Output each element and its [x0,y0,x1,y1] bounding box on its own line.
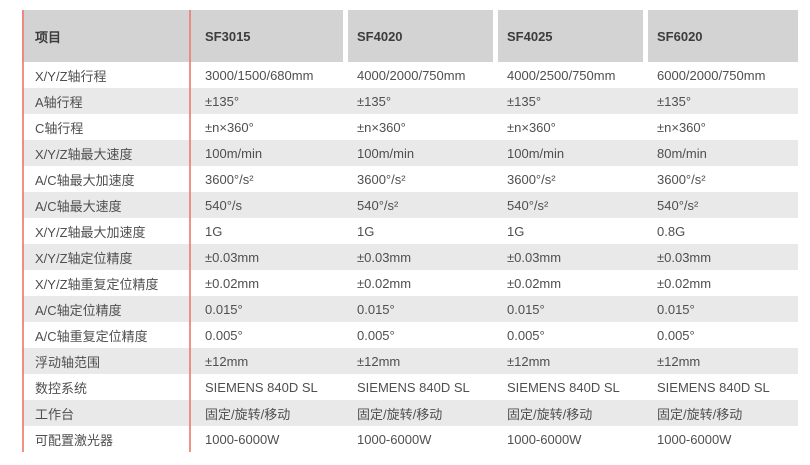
cell-sf4020: ±12mm [357,353,401,369]
row-label: A/C轴定位精度 [35,302,122,318]
row-label: 浮动轴范围 [35,354,101,370]
cell-sf4020: 3600°/s² [357,171,406,187]
table-row: 数控系统 SIEMENS 840D SL SIEMENS 840D SL SIE… [22,374,798,400]
column-header-sf6020: SF6020 [648,10,798,62]
cell-sf3015: 3600°/s² [205,171,254,187]
cell-sf6020: ±n×360° [657,119,706,135]
cell-sf4025: ±12mm [507,353,551,369]
row-label: 可配置激光器 [35,432,114,448]
column-header-sf4025: SF4025 [498,10,648,62]
cell-sf4020: ±135° [357,93,392,109]
cell-sf3015: ±n×360° [205,119,254,135]
cell-sf4020: 0.005° [357,327,395,343]
row-label: 工作台 [35,406,75,422]
row-label: C轴行程 [35,120,84,136]
cell-sf4025: 100m/min [507,145,565,161]
row-label: 数控系统 [35,380,88,396]
cell-sf6020: 0.015° [657,301,695,317]
cell-sf3015: 固定/旋转/移动 [205,406,291,422]
table-row: A/C轴重复定位精度 0.005° 0.005° 0.005° 0.005° [22,322,798,348]
table-row: X/Y/Z轴重复定位精度 ±0.02mm ±0.02mm ±0.02mm ±0.… [22,270,798,296]
cell-sf4020: ±0.02mm [357,275,412,291]
cell-sf6020: 80m/min [657,145,707,161]
cell-sf6020: 3600°/s² [657,171,706,187]
cell-sf6020: 6000/2000/750mm [657,67,766,83]
spec-table: 项目 SF3015 SF4020 SF4025 SF6020 X/Y/Z轴行程 … [22,10,798,452]
cell-sf4020: 100m/min [357,145,415,161]
cell-sf4020: 540°/s² [357,197,399,213]
row-label: A/C轴最大加速度 [35,172,135,188]
table-row: 可配置激光器 1000-6000W 1000-6000W 1000-6000W … [22,426,798,452]
row-label: A轴行程 [35,94,83,110]
table-row: 浮动轴范围 ±12mm ±12mm ±12mm ±12mm [22,348,798,374]
column-header-sf3015: SF3015 [190,10,348,62]
cell-sf4020: 1G [357,223,375,239]
cell-sf3015: 1G [205,223,223,239]
cell-sf4025: 4000/2500/750mm [507,67,616,83]
column-header-item: 项目 [22,10,190,62]
cell-sf4025: SIEMENS 840D SL [507,379,620,395]
cell-sf3015: SIEMENS 840D SL [205,379,318,395]
table-row: C轴行程 ±n×360° ±n×360° ±n×360° ±n×360° [22,114,798,140]
cell-sf4025: 3600°/s² [507,171,556,187]
table-row: A/C轴最大速度 540°/s 540°/s² 540°/s² 540°/s² [22,192,798,218]
cell-sf6020: ±0.02mm [657,275,712,291]
row-label: A/C轴重复定位精度 [35,328,148,344]
table-row: A/C轴最大加速度 3600°/s² 3600°/s² 3600°/s² 360… [22,166,798,192]
cell-sf3015: ±135° [205,93,240,109]
row-label: X/Y/Z轴最大速度 [35,146,133,162]
cell-sf4020: SIEMENS 840D SL [357,379,470,395]
cell-sf4025: 1000-6000W [507,431,582,447]
row-label: A/C轴最大速度 [35,198,122,214]
cell-sf4020: 1000-6000W [357,431,432,447]
cell-sf6020: 540°/s² [657,197,699,213]
cell-sf4020: ±n×360° [357,119,406,135]
cell-sf4025: ±n×360° [507,119,556,135]
cell-sf3015: ±0.02mm [205,275,260,291]
cell-sf4020: 0.015° [357,301,395,317]
cell-sf4025: 0.005° [507,327,545,343]
cell-sf3015: 540°/s [205,197,243,213]
table-row: X/Y/Z轴最大速度 100m/min 100m/min 100m/min 80… [22,140,798,166]
cell-sf3015: ±12mm [205,353,249,369]
cell-sf3015: 0.015° [205,301,243,317]
cell-sf4025: 0.015° [507,301,545,317]
cell-sf4025: ±0.02mm [507,275,562,291]
cell-sf6020: ±135° [657,93,692,109]
cell-sf3015: 3000/1500/680mm [205,67,314,83]
cell-sf3015: 100m/min [205,145,263,161]
row-label: X/Y/Z轴行程 [35,68,107,84]
cell-sf6020: 0.005° [657,327,695,343]
cell-sf4025: ±0.03mm [507,249,562,265]
row-label: X/Y/Z轴定位精度 [35,250,133,266]
cell-sf3015: 1000-6000W [205,431,280,447]
row-label: X/Y/Z轴最大加速度 [35,224,146,240]
cell-sf6020: 1000-6000W [657,431,732,447]
cell-sf6020: 固定/旋转/移动 [657,406,743,422]
cell-sf4020: 4000/2000/750mm [357,67,466,83]
column-header-sf4020: SF4020 [348,10,498,62]
cell-sf6020: ±12mm [657,353,701,369]
cell-sf6020: ±0.03mm [657,249,712,265]
table-row: X/Y/Z轴行程 3000/1500/680mm 4000/2000/750mm… [22,62,798,88]
cell-sf4025: 固定/旋转/移动 [507,406,593,422]
table-row: A/C轴定位精度 0.015° 0.015° 0.015° 0.015° [22,296,798,322]
table-row: A轴行程 ±135° ±135° ±135° ±135° [22,88,798,114]
cell-sf4025: 540°/s² [507,197,549,213]
cell-sf6020: 0.8G [657,223,686,239]
cell-sf3015: ±0.03mm [205,249,260,265]
table-row: 工作台 固定/旋转/移动 固定/旋转/移动 固定/旋转/移动 固定/旋转/移动 [22,400,798,426]
cell-sf4020: 固定/旋转/移动 [357,406,443,422]
row-label: X/Y/Z轴重复定位精度 [35,276,159,292]
table-row: X/Y/Z轴定位精度 ±0.03mm ±0.03mm ±0.03mm ±0.03… [22,244,798,270]
table-header-row: 项目 SF3015 SF4020 SF4025 SF6020 [22,10,798,62]
table-body: X/Y/Z轴行程 3000/1500/680mm 4000/2000/750mm… [22,62,798,452]
cell-sf4025: ±135° [507,93,542,109]
cell-sf3015: 0.005° [205,327,243,343]
cell-sf4020: ±0.03mm [357,249,412,265]
cell-sf6020: SIEMENS 840D SL [657,379,770,395]
table-row: X/Y/Z轴最大加速度 1G 1G 1G 0.8G [22,218,798,244]
cell-sf4025: 1G [507,223,525,239]
